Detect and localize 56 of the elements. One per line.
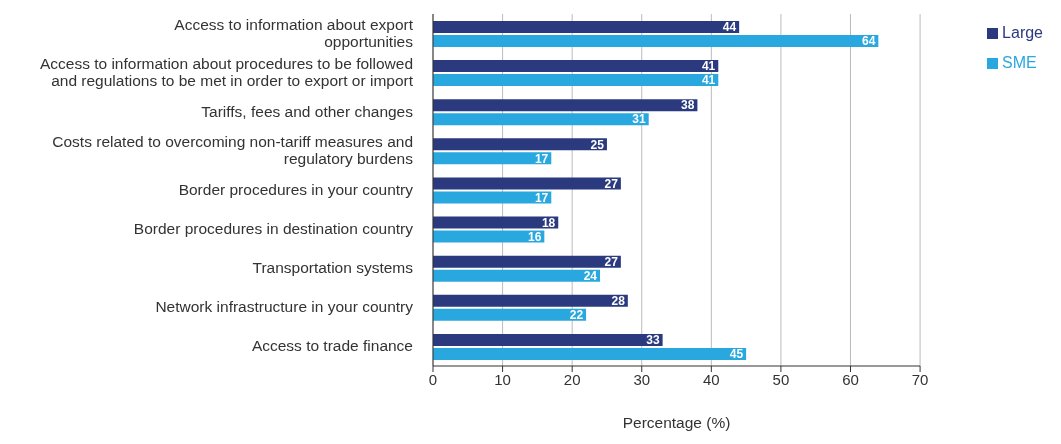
y-tick-label: Border procedures in your country <box>178 181 414 198</box>
bar <box>433 21 740 33</box>
bar <box>433 60 719 73</box>
bar <box>433 216 559 229</box>
bar <box>433 138 607 151</box>
data-label: 41 <box>701 73 716 88</box>
bar <box>433 269 600 282</box>
data-label: 16 <box>527 229 542 244</box>
bar <box>433 308 587 321</box>
data-label: 33 <box>646 333 660 348</box>
data-label: 27 <box>604 254 619 269</box>
bar <box>433 99 698 112</box>
y-tick-label: Transportation systems <box>252 259 414 277</box>
legend-label: Large <box>1002 24 1043 41</box>
bar <box>433 177 621 190</box>
x-tick-label: 0 <box>428 370 438 388</box>
data-label: 31 <box>632 112 647 127</box>
x-axis-title: Percentage (%) <box>622 414 731 431</box>
bar <box>433 191 552 204</box>
bar <box>433 152 552 165</box>
x-tick-label: 30 <box>633 370 651 388</box>
data-label: 45 <box>729 347 744 362</box>
data-label: 27 <box>604 176 619 191</box>
data-label: 28 <box>611 294 626 309</box>
data-label: 18 <box>541 215 556 230</box>
data-label: 17 <box>534 190 549 205</box>
data-label: 22 <box>569 308 584 323</box>
data-label: 41 <box>701 59 716 74</box>
y-tick-label: Access to trade finance <box>251 337 413 355</box>
y-tick-label: Tariffs, fees and other changes <box>201 102 414 120</box>
y-tick-label: Border procedures in destination country <box>133 220 414 238</box>
bar <box>433 255 621 268</box>
y-tick-label: Network infrastructure in your country <box>155 298 414 316</box>
bar <box>433 333 663 346</box>
y-tick-label: Access to information about procedures to be followed and regulations to be met in order to export or import <box>39 55 414 90</box>
x-tick-label: 20 <box>563 370 581 388</box>
data-label: 25 <box>590 137 605 152</box>
data-label: 24 <box>583 268 598 283</box>
x-tick-label: 40 <box>702 370 720 388</box>
data-label: 38 <box>681 98 695 113</box>
y-tick-label: Access to information about export opportunities <box>174 16 414 51</box>
x-tick-label: 10 <box>494 370 511 388</box>
y-tick-label: Costs related to overcoming non-tariff measures and regulatory burdens <box>52 133 414 168</box>
x-tick-label: 50 <box>772 370 790 388</box>
data-label: 64 <box>861 34 876 49</box>
data-label: 44 <box>722 20 737 35</box>
legend-label: SME <box>1002 54 1037 71</box>
data-label: 17 <box>534 151 549 166</box>
bar <box>433 74 719 87</box>
bar <box>433 347 747 360</box>
bar <box>433 294 628 307</box>
bar <box>433 35 879 47</box>
bar <box>433 113 649 126</box>
bar <box>433 230 545 243</box>
x-tick-label: 60 <box>842 370 859 388</box>
x-tick-label: 70 <box>911 370 929 388</box>
